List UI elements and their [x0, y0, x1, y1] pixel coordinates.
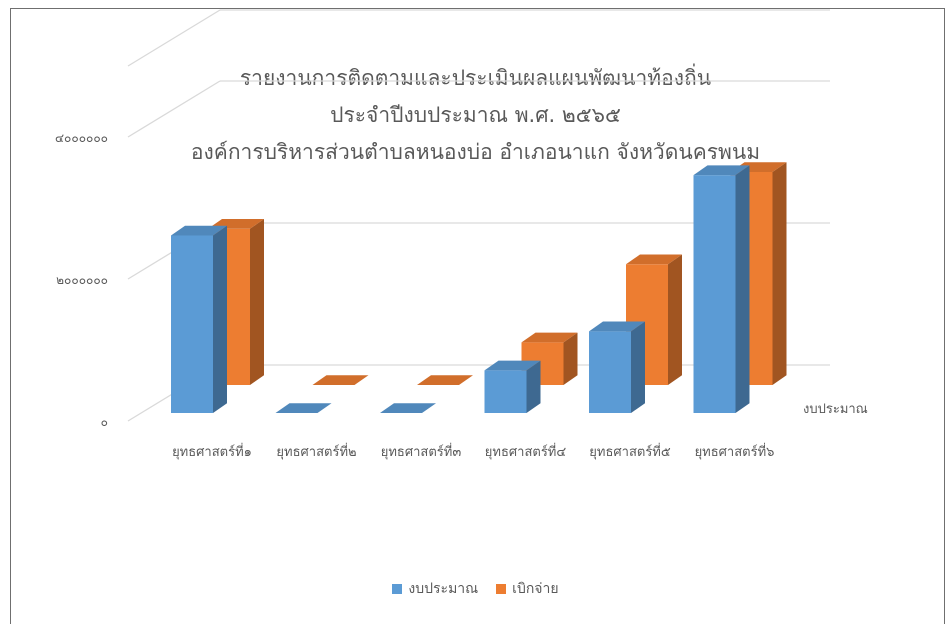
bar-disbursed-4-side: [668, 254, 682, 385]
x-tick-label-3: ยุทธศาสตร์ที่๔: [485, 443, 567, 460]
bar-budget-5-top: [693, 165, 750, 176]
bar-budget-0-front: [171, 235, 213, 413]
bar-budget-3-front: [484, 370, 527, 413]
legend-item-budget: งบประมาณ: [392, 578, 478, 600]
chart-title-line-2: ประจำปีงบประมาณ พ.ศ. ๒๕๖๕: [330, 103, 621, 127]
chart-title-line-3: องค์การบริหารส่วนตำบลหนองบ่อ อำเภอนาแก จ…: [190, 140, 761, 164]
legend-label-budget: งบประมาณ: [408, 581, 479, 597]
x-tick-label-2: ยุทธศาสตร์ที่๓: [381, 443, 462, 460]
x-tick-label-5: ยุทธศาสตร์ที่๖: [695, 443, 775, 460]
bar-budget-0-side: [213, 225, 227, 413]
x-tick-label-4: ยุทธศาสตร์ที่๕: [589, 443, 671, 460]
bar-disbursed-1-top: [312, 375, 369, 385]
chart-legend: งบประมาณ เบิกจ่าย: [0, 578, 951, 600]
chart-frame: [10, 8, 945, 624]
bar-budget-5-front: [693, 175, 736, 413]
bar-budget-1-top: [275, 403, 332, 413]
chart-title: รายงานการติดตามและประเมินผลแผนพัฒนาท้องถ…: [0, 60, 951, 171]
legend-swatch-budget: [392, 584, 403, 594]
bar-disbursed-4-top: [626, 254, 682, 265]
bar-budget-3-top: [484, 360, 541, 371]
bar-budget-5-side: [735, 165, 750, 413]
bar-budget-2-top: [380, 403, 436, 413]
legend-item-disbursed: เบิกจ่าย: [496, 578, 559, 600]
y-tick-label-0: ๐: [101, 415, 108, 429]
bar-budget-4-top: [589, 321, 645, 332]
bar-disbursed-3-side: [563, 332, 578, 385]
bar-budget-3-side: [526, 360, 541, 413]
depth-axis-label: งบประมาณ: [803, 402, 868, 417]
x-tick-label-1: ยุทธศาสตร์ที่๒: [276, 443, 356, 460]
bar-disbursed-3-top: [521, 332, 578, 343]
bar-budget-0-top: [171, 225, 227, 236]
legend-label-disbursed: เบิกจ่าย: [512, 581, 559, 597]
bar-budget-4-side: [631, 321, 645, 413]
gridline-diagonal-top: [127, 9, 221, 67]
gridline-diagonal-2: [127, 80, 221, 138]
y-tick-label-1: ๒๐๐๐๐๐๐: [56, 273, 108, 287]
bar-disbursed-0-side: [250, 219, 264, 385]
bar-disbursed-2-top: [417, 375, 473, 385]
chart-title-line-1: รายงานการติดตามและประเมินผลแผนพัฒนาท้องถ…: [239, 66, 712, 90]
legend-swatch-disbursed: [496, 584, 507, 594]
y-tick-label-2: ๔๐๐๐๐๐๐: [55, 131, 108, 145]
x-tick-label-0: ยุทธศาสตร์ที่๑: [172, 443, 252, 460]
bar-budget-4-front: [589, 331, 631, 413]
bar-disbursed-5-side: [772, 162, 787, 385]
